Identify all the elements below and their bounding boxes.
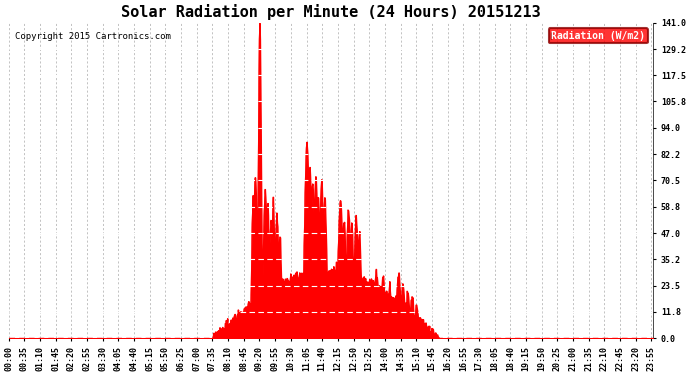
Title: Solar Radiation per Minute (24 Hours) 20151213: Solar Radiation per Minute (24 Hours) 20… [121, 4, 541, 20]
Legend: Radiation (W/m2): Radiation (W/m2) [549, 28, 649, 44]
Text: Copyright 2015 Cartronics.com: Copyright 2015 Cartronics.com [15, 32, 171, 41]
